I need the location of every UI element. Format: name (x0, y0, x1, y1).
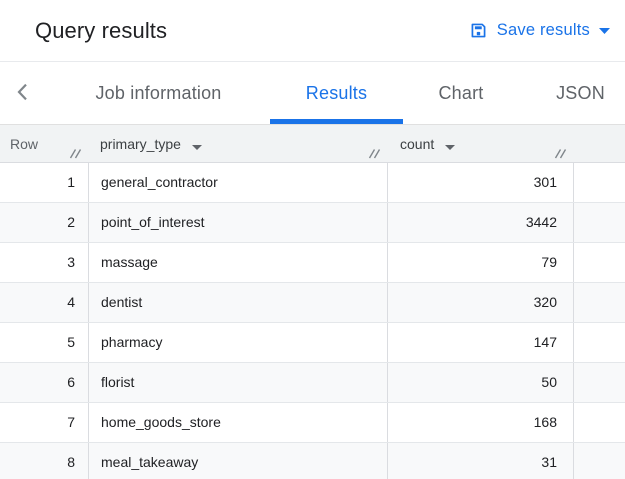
save-results-button[interactable]: Save results (469, 21, 610, 40)
chevron-down-icon (599, 27, 610, 34)
primary-type-cell: pharmacy (88, 323, 387, 362)
tab-label: Results (305, 82, 368, 103)
count-cell: 320 (387, 283, 573, 322)
resize-handle-icon[interactable] (368, 148, 381, 159)
row-number-cell: 4 (67, 294, 75, 310)
back-button[interactable] (10, 62, 34, 124)
row-number-cell: 5 (67, 334, 75, 350)
filler-cell (573, 403, 625, 442)
tab-label: Chart (438, 82, 484, 103)
row-number-cell: 2 (67, 214, 75, 230)
row-number-cell: 7 (67, 414, 75, 430)
table-row: 5 pharmacy 147 (0, 323, 625, 363)
count-cell: 3442 (387, 203, 573, 242)
primary-type-cell: dentist (88, 283, 387, 322)
filler-cell (573, 163, 625, 202)
table-row: 3 massage 79 (0, 243, 625, 283)
table-row: 4 dentist 320 (0, 283, 625, 323)
tab-label: JSON (556, 82, 605, 103)
tab-bar: Job information Results Chart JSON (0, 62, 625, 125)
primary-type-cell: general_contractor (88, 163, 387, 202)
count-cell: 147 (387, 323, 573, 362)
resize-handle-icon[interactable] (554, 148, 567, 159)
table-row: 8 meal_takeaway 31 (0, 443, 625, 479)
row-number-cell: 3 (67, 254, 75, 270)
filler-cell (573, 443, 625, 479)
tab-job-information[interactable]: Job information (77, 62, 240, 124)
tab-json[interactable]: JSON (553, 62, 608, 124)
row-number-cell: 6 (67, 374, 75, 390)
primary-type-cell: meal_takeaway (88, 443, 387, 479)
primary-type-cell: point_of_interest (88, 203, 387, 242)
column-header-row: Row (0, 125, 88, 162)
results-header: Query results Save results (0, 0, 625, 62)
count-cell: 168 (387, 403, 573, 442)
page-title: Query results (35, 17, 168, 43)
tab-results[interactable]: Results (270, 62, 403, 124)
resize-handle-icon[interactable] (69, 148, 82, 159)
row-number-cell: 1 (67, 174, 75, 190)
column-label: Row (10, 135, 39, 152)
filler-cell (573, 363, 625, 402)
filler-cell (573, 323, 625, 362)
tab-label: Job information (95, 82, 222, 103)
table-row: 7 home_goods_store 168 (0, 403, 625, 443)
primary-type-cell: home_goods_store (88, 403, 387, 442)
chevron-left-icon (16, 83, 28, 104)
column-label: primary_type (100, 135, 181, 152)
filler-cell (573, 243, 625, 282)
table-header-row: Row primary_type count (0, 125, 625, 163)
column-header-count[interactable]: count (387, 125, 573, 162)
tab-chart[interactable]: Chart (432, 62, 490, 124)
column-header-filler (573, 125, 625, 162)
column-header-primary-type[interactable]: primary_type (88, 125, 387, 162)
primary-type-cell: florist (88, 363, 387, 402)
table-row: 1 general_contractor 301 (0, 163, 625, 203)
results-table: 1 general_contractor 301 2 point_of_inte… (0, 163, 625, 479)
count-cell: 301 (387, 163, 573, 202)
table-row: 6 florist 50 (0, 363, 625, 403)
count-cell: 50 (387, 363, 573, 402)
save-results-label: Save results (496, 21, 590, 39)
filler-cell (573, 203, 625, 242)
save-icon (469, 21, 488, 40)
column-label: count (400, 135, 435, 152)
row-number-cell: 8 (67, 454, 75, 470)
table-row: 2 point_of_interest 3442 (0, 203, 625, 243)
primary-type-cell: massage (88, 243, 387, 282)
chevron-down-icon (445, 137, 456, 153)
count-cell: 31 (387, 443, 573, 479)
chevron-down-icon (191, 137, 202, 153)
count-cell: 79 (387, 243, 573, 282)
filler-cell (573, 283, 625, 322)
